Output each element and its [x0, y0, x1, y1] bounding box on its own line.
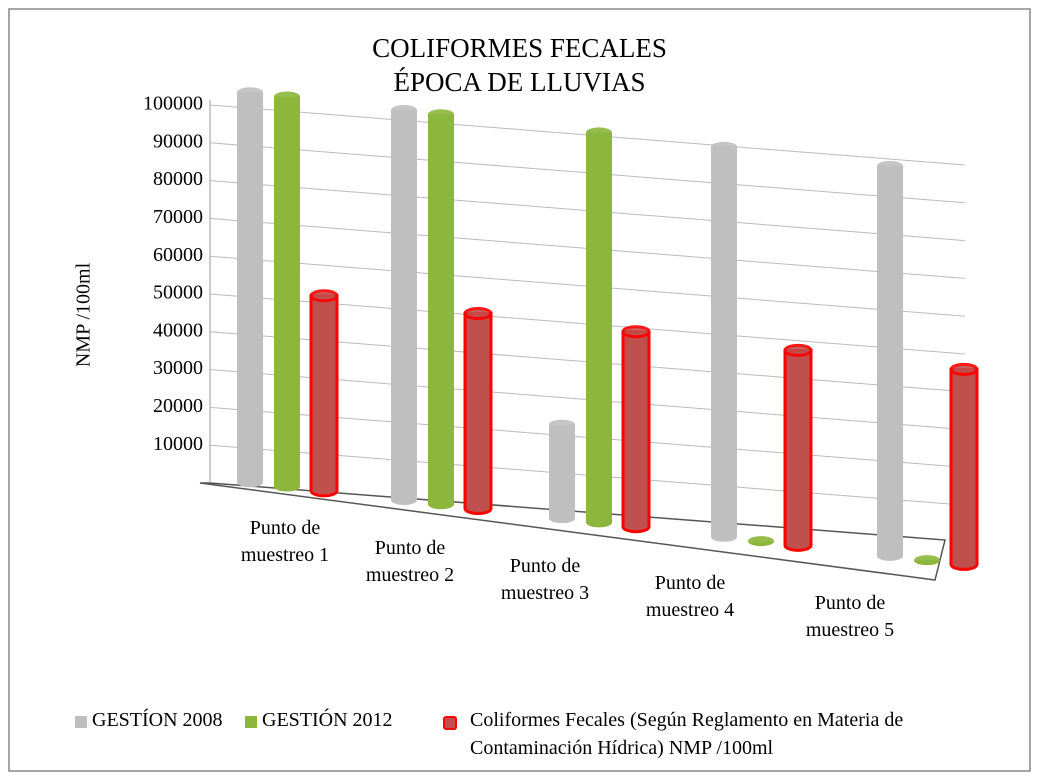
- legend-label: GESTIÓN 2012: [262, 709, 393, 731]
- bar-top: [877, 160, 903, 171]
- bar: [274, 96, 300, 492]
- bar-top: [914, 555, 940, 566]
- y-tick-label: 40000: [153, 319, 203, 341]
- y-tick-label: 30000: [153, 357, 203, 379]
- bar-top: [274, 91, 300, 102]
- legend-label: Coliformes Fecales (Según Reglamento en …: [470, 709, 904, 759]
- bar-top: [549, 419, 575, 430]
- bar-top: [391, 105, 417, 116]
- y-tick-label: 60000: [153, 244, 203, 266]
- y-tick-label: 90000: [153, 130, 203, 152]
- y-axis-label: NMP /100ml: [73, 262, 95, 367]
- bar: [463, 312, 493, 516]
- legend-swatch: [245, 716, 257, 728]
- x-tick-label: Punto de muestreo 1: [240, 517, 330, 566]
- legend-label: GESTÍON 2008: [92, 709, 223, 731]
- bar-top: [586, 127, 612, 138]
- bar: [237, 92, 263, 488]
- y-tick-label: 10000: [153, 433, 203, 455]
- bar-top: [949, 362, 979, 376]
- bar-top: [428, 109, 454, 120]
- chart-title: ÉPOCA DE LLUVIAS: [393, 67, 646, 97]
- y-tick-label: 80000: [153, 168, 203, 190]
- x-tick-label: Punto de muestreo 2: [365, 537, 455, 586]
- bar-top: [237, 87, 263, 98]
- bar: [428, 114, 454, 510]
- bar-top: [621, 325, 651, 339]
- bar: [309, 294, 339, 498]
- bar: [586, 132, 612, 528]
- legend-swatch: [443, 716, 457, 730]
- bar: [949, 367, 979, 571]
- y-tick-label: 20000: [153, 395, 203, 417]
- chart-title: COLIFORMES FECALES: [372, 33, 667, 63]
- bar: [711, 146, 737, 542]
- bar: [783, 348, 813, 552]
- y-tick-label: 100000: [143, 93, 203, 115]
- bar: [621, 330, 651, 534]
- x-tick-label: Punto de muestreo 5: [805, 592, 895, 641]
- legend-swatch: [75, 716, 87, 728]
- bar: [877, 165, 903, 561]
- bar: [549, 424, 575, 524]
- x-tick-label: Punto de muestreo 4: [645, 572, 735, 621]
- floor: [199, 482, 946, 581]
- bar: [391, 110, 417, 506]
- y-tick-label: 70000: [153, 206, 203, 228]
- bar-top: [463, 307, 493, 321]
- bar-top: [783, 343, 813, 357]
- bar-top: [711, 141, 737, 152]
- frame: [8, 8, 1031, 772]
- y-tick-label: 50000: [153, 282, 203, 304]
- bar-top: [748, 536, 774, 547]
- x-tick-label: Punto de muestreo 3: [500, 555, 590, 604]
- bar-top: [309, 289, 339, 303]
